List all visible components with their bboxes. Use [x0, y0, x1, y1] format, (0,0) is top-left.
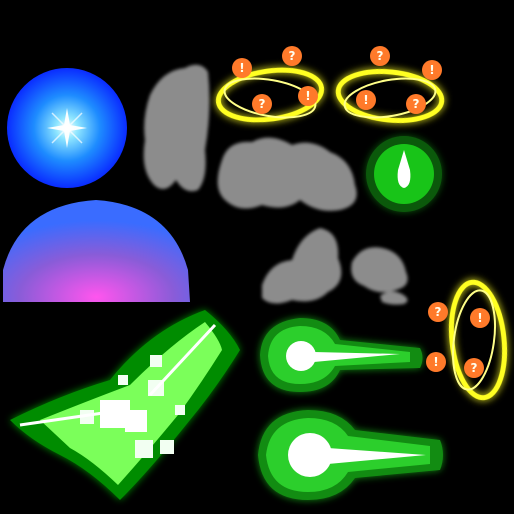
- dizzy-glyph: ?: [377, 49, 384, 63]
- dizzy-glyph: ?: [289, 49, 296, 63]
- dizzy-badge: ?: [282, 46, 302, 66]
- dizzy-glyph: ?: [413, 97, 420, 111]
- dizzy-glyph: !: [363, 93, 368, 107]
- dizzy-glyph: !: [239, 61, 244, 75]
- dizzy-badge: !: [426, 352, 446, 372]
- dizzy-glyph: ?: [435, 305, 442, 319]
- dizzy-badge: !: [422, 60, 442, 80]
- dizzy-badge: ?: [370, 46, 390, 66]
- dizzy-badge: !: [232, 58, 252, 78]
- dizzy-glyph: !: [305, 89, 310, 103]
- dizzy-badge: !: [298, 86, 318, 106]
- dizzy-badge: ?: [406, 94, 426, 114]
- dizzy-glyph: !: [477, 311, 482, 325]
- green-teardrop-sprite: [366, 136, 442, 212]
- dizzy-badge: !: [356, 90, 376, 110]
- dizzy-badge: ?: [428, 302, 448, 322]
- blue-orb-sprite: [7, 68, 127, 188]
- dizzy-glyph: ?: [471, 361, 478, 375]
- dizzy-glyph: !: [429, 63, 434, 77]
- dizzy-badge: ?: [252, 94, 272, 114]
- dizzy-glyph: !: [433, 355, 438, 369]
- dizzy-badge: !: [470, 308, 490, 328]
- dizzy-glyph: ?: [259, 97, 266, 111]
- dizzy-badge: ?: [464, 358, 484, 378]
